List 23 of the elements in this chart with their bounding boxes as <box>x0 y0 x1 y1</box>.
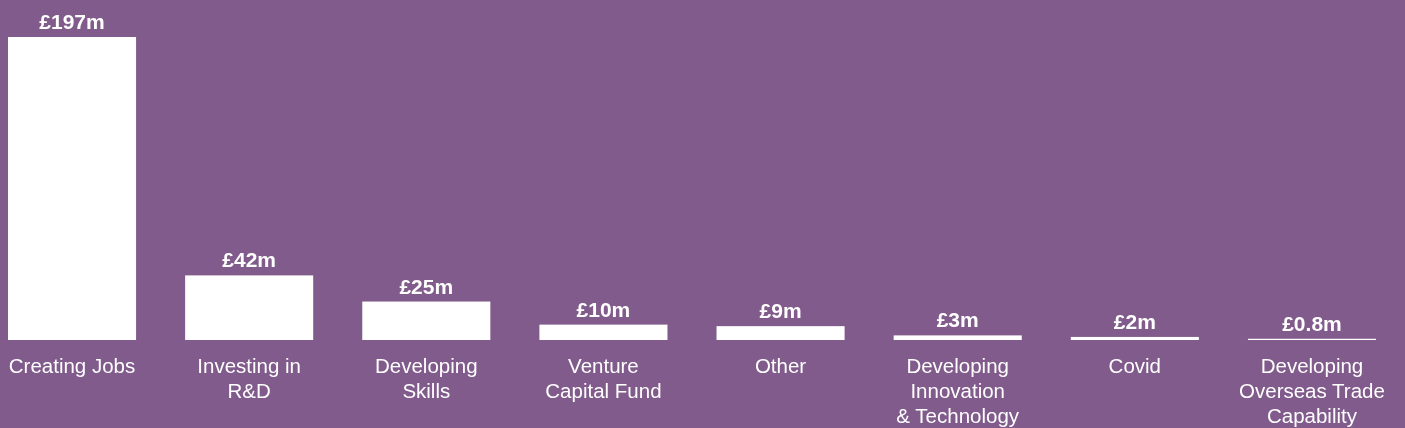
data-label: £9m <box>759 299 802 323</box>
data-label: £3m <box>936 308 979 332</box>
bar <box>362 301 491 340</box>
data-label: £0.8m <box>1282 311 1342 335</box>
bar <box>185 275 314 340</box>
bar <box>716 326 845 340</box>
data-label: £25m <box>399 274 454 298</box>
data-label: £42m <box>222 248 277 272</box>
x-tick-label: Venture Capital Fund <box>545 354 662 402</box>
data-label: £10m <box>576 297 631 321</box>
x-tick-label: Covid <box>1108 354 1162 377</box>
x-tick-label: Developing Innovation & Technology <box>896 354 1020 427</box>
x-tick-label: Developing Overseas Trade Capability <box>1239 354 1385 427</box>
x-tick-label: Developing Skills <box>375 354 478 402</box>
data-label: £197m <box>39 10 105 33</box>
bar <box>893 335 1022 340</box>
x-tick-label: Investing in R&D <box>197 354 302 402</box>
bar <box>1070 336 1199 340</box>
x-tick-label: Other <box>754 354 807 377</box>
bar <box>8 37 137 340</box>
x-tick-label: Creating Jobs <box>8 354 136 377</box>
bar <box>539 324 668 340</box>
data-label: £2m <box>1113 309 1156 333</box>
